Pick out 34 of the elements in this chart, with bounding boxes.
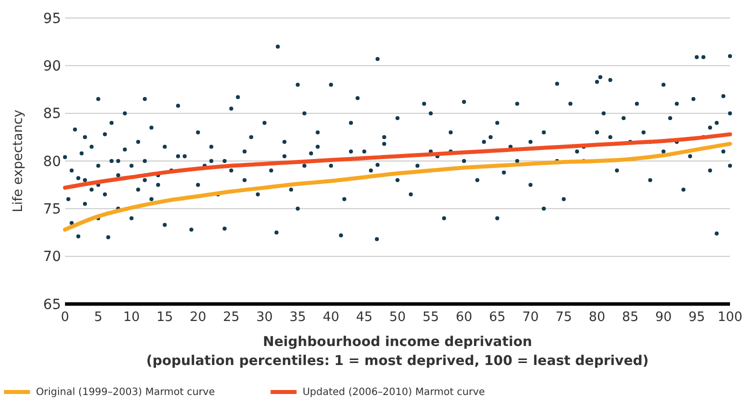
- y-tick-label: 75: [43, 202, 61, 218]
- x-tick-label: 30: [256, 310, 273, 325]
- y-tick-label: 85: [43, 106, 61, 122]
- legend-label: Original (1999–2003) Marmot curve: [36, 387, 215, 398]
- x-tick-label: 90: [655, 310, 672, 325]
- legend-label: Updated (2006–2010) Marmot curve: [302, 387, 485, 398]
- x-tick-label: 15: [156, 310, 174, 325]
- x-tick-label: 65: [488, 310, 506, 325]
- y-tick-label: 90: [43, 58, 61, 75]
- x-tick-label: 70: [522, 310, 539, 325]
- line-series: [63, 142, 732, 232]
- x-tick-label: 60: [456, 310, 472, 325]
- x-tick-label: 45: [356, 310, 373, 325]
- line-series: [63, 132, 732, 190]
- x-tick-label: 40: [322, 310, 340, 325]
- x-tick-label: 50: [389, 310, 406, 325]
- x-tick-label: 0: [60, 310, 70, 325]
- y-tick-label: 80: [43, 154, 61, 170]
- x-tick-label: 35: [289, 310, 306, 325]
- y-tick-label: 65: [43, 296, 61, 313]
- x-tick-label: 80: [588, 310, 606, 325]
- x-tick-label: 10: [123, 310, 140, 325]
- x-tick-label: 95: [688, 310, 706, 325]
- x-tick-label: 55: [422, 310, 440, 325]
- x-tick-label: 85: [622, 310, 639, 325]
- x-tick-label: 20: [190, 310, 206, 325]
- x-tick-label: 100: [718, 310, 742, 325]
- y-tick-label: 70: [43, 249, 61, 266]
- x-tick-label: 5: [94, 310, 102, 325]
- y-axis-title: Life expectancy: [11, 109, 26, 212]
- x-axis-title: Neighbourhood income deprivation (population percentiles: 1 = most deprived, 100 = least deprived): [146, 334, 649, 369]
- y-tick-label: 95: [43, 10, 61, 27]
- x-tick-label: 75: [555, 310, 572, 325]
- x-tick-label: 25: [222, 310, 240, 325]
